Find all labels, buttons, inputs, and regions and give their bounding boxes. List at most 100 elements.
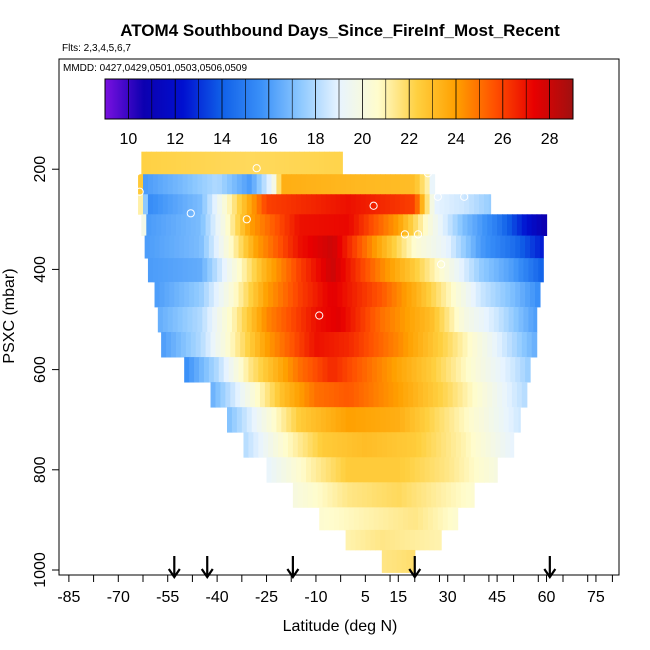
heatmap-cell [301,457,307,483]
x-tick-label: -25 [255,589,278,606]
heatmap-cell [459,194,465,215]
heatmap-cell [426,482,432,508]
heatmap-cell [355,194,362,215]
heatmap-cell [167,194,174,215]
heatmap-cell [393,382,399,408]
heatmap-cell [266,457,273,483]
heatmap-cell [444,457,450,483]
heatmap-cell [383,214,390,236]
heatmap-cell [357,281,363,308]
heatmap-cell [231,306,238,333]
heatmap-cell [373,332,380,358]
heatmap-cell [287,357,294,383]
heatmap-cell [441,357,447,383]
heatmap-cell [455,482,462,508]
observation-point [400,230,409,239]
heatmap-cell [151,214,157,236]
heatmap-cell [207,258,213,283]
heatmap-cell [261,306,268,333]
heatmap-cell [434,194,441,215]
heatmap-cell [533,258,539,283]
heatmap-cell [271,457,278,483]
heatmap-cell [406,549,413,573]
heatmap-cell [530,281,536,308]
heatmap-cell [477,214,483,236]
heatmap-cell [352,432,358,458]
heatmap-cell [202,174,208,195]
heatmap-cell [347,281,353,308]
heatmap-cell [395,306,401,333]
heatmap-cell [487,382,493,408]
heatmap-cell [510,235,516,259]
heatmap-cell [434,457,441,483]
heatmap-cell [248,281,254,308]
heatmap-cell [337,281,343,308]
heatmap-cell [246,407,253,433]
heatmap-cell [171,332,177,358]
heatmap-cell [238,235,245,259]
heatmap-cell [360,529,366,551]
heatmap-cell [451,357,457,383]
heatmap-cell [431,432,437,458]
y-tick-label: 1000 [32,552,49,588]
heatmap-cell [449,258,455,283]
heatmap-cell [454,258,460,283]
heatmap-cell [273,357,279,383]
heatmap-cell [230,332,236,358]
heatmap-cell [490,432,497,458]
heatmap-cell [492,214,498,236]
heatmap-cell [264,214,271,236]
heatmap-cell [452,332,459,358]
heatmap-cell [311,306,317,333]
heatmap-cell [200,214,207,236]
heatmap-cell [329,151,335,175]
heatmap-cell [251,306,258,333]
heatmap-cell [525,281,531,308]
heatmap-cell [268,235,274,259]
heatmap-cell [192,258,198,283]
heatmap-cell [381,235,388,259]
heatmap-cell [238,281,245,308]
heatmap-cell [479,194,485,215]
heatmap-cell [284,214,291,236]
heatmap-cell [271,194,278,215]
chart-title: ATOM4 Southbound Days_Since_FireInf_Most… [120,21,560,40]
heatmap-cell [161,332,167,358]
heatmap-cell [164,235,170,259]
heatmap-cell [365,258,371,283]
heatmap-cell [472,382,478,408]
flight-marker-arrow [286,556,300,579]
heatmap-cell [362,432,368,458]
heatmap-cell [367,235,373,259]
heatmap-cell [399,306,406,333]
heatmap-cell [386,281,393,308]
heatmap-cell [353,332,360,358]
heatmap-cell [431,281,437,308]
heatmap-cell [304,382,310,408]
heatmap-cell [525,235,531,259]
heatmap-cell [266,407,273,433]
heatmap-cell [396,235,403,259]
heatmap-cell [396,482,403,508]
heatmap-cell [368,507,375,531]
colorbar-tick-label: 14 [213,131,231,148]
heatmap-cell [380,174,386,195]
heatmap-cell [190,332,197,358]
heatmap-cell [416,432,422,458]
heatmap-cell [157,258,164,283]
heatmap-cell [388,382,394,408]
heatmap-cell [187,258,194,283]
heatmap-cell [184,235,190,259]
heatmap-cell [396,281,403,308]
heatmap-cell [287,281,294,308]
heatmap-cell [220,332,226,358]
heatmap-cell [510,281,516,308]
heatmap-cell [335,258,342,283]
heatmap-cell [208,281,215,308]
heatmap-cell [156,214,162,236]
heatmap-cell [255,382,261,408]
heatmap-cell [483,194,490,215]
heatmap-cell [245,382,251,408]
heatmap-cell [292,432,299,458]
heatmap-cell [355,407,362,433]
